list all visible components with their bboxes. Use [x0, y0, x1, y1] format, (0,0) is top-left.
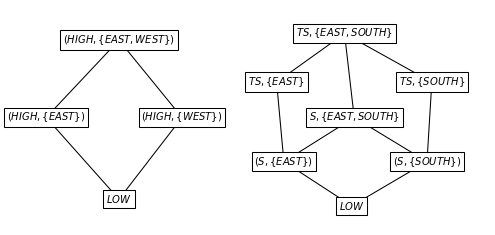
Text: $\mathit{LOW}$: $\mathit{LOW}$ — [106, 193, 132, 205]
Text: $\mathit{TS}, \{\mathit{SOUTH}\}$: $\mathit{TS}, \{\mathit{SOUTH}\}$ — [398, 75, 465, 89]
Text: $(\mathit{HIGH}, \{\mathit{WEST}\})$: $(\mathit{HIGH}, \{\mathit{WEST}\})$ — [142, 111, 223, 124]
Text: $(\mathit{HIGH}, \{\mathit{EAST}, \mathit{WEST}\})$: $(\mathit{HIGH}, \{\mathit{EAST}, \mathi… — [63, 33, 175, 47]
Text: $(\mathit{S}, \{\mathit{EAST}\})$: $(\mathit{S}, \{\mathit{EAST}\})$ — [254, 155, 313, 168]
Text: $(\mathit{HIGH}, \{\mathit{EAST}\})$: $(\mathit{HIGH}, \{\mathit{EAST}\})$ — [7, 111, 85, 124]
Text: $\mathit{TS}, \{\mathit{EAST}\}$: $\mathit{TS}, \{\mathit{EAST}\}$ — [248, 75, 305, 89]
Text: $\mathit{S}, \{\mathit{EAST}, \mathit{SOUTH}\}$: $\mathit{S}, \{\mathit{EAST}, \mathit{SO… — [309, 111, 399, 124]
Text: $(\mathit{S}, \{\mathit{SOUTH}\})$: $(\mathit{S}, \{\mathit{SOUTH}\})$ — [393, 155, 461, 168]
Text: $\mathit{LOW}$: $\mathit{LOW}$ — [339, 200, 365, 212]
Text: $\mathit{TS}, \{\mathit{EAST}, \mathit{SOUTH}\}$: $\mathit{TS}, \{\mathit{EAST}, \mathit{S… — [296, 27, 393, 40]
